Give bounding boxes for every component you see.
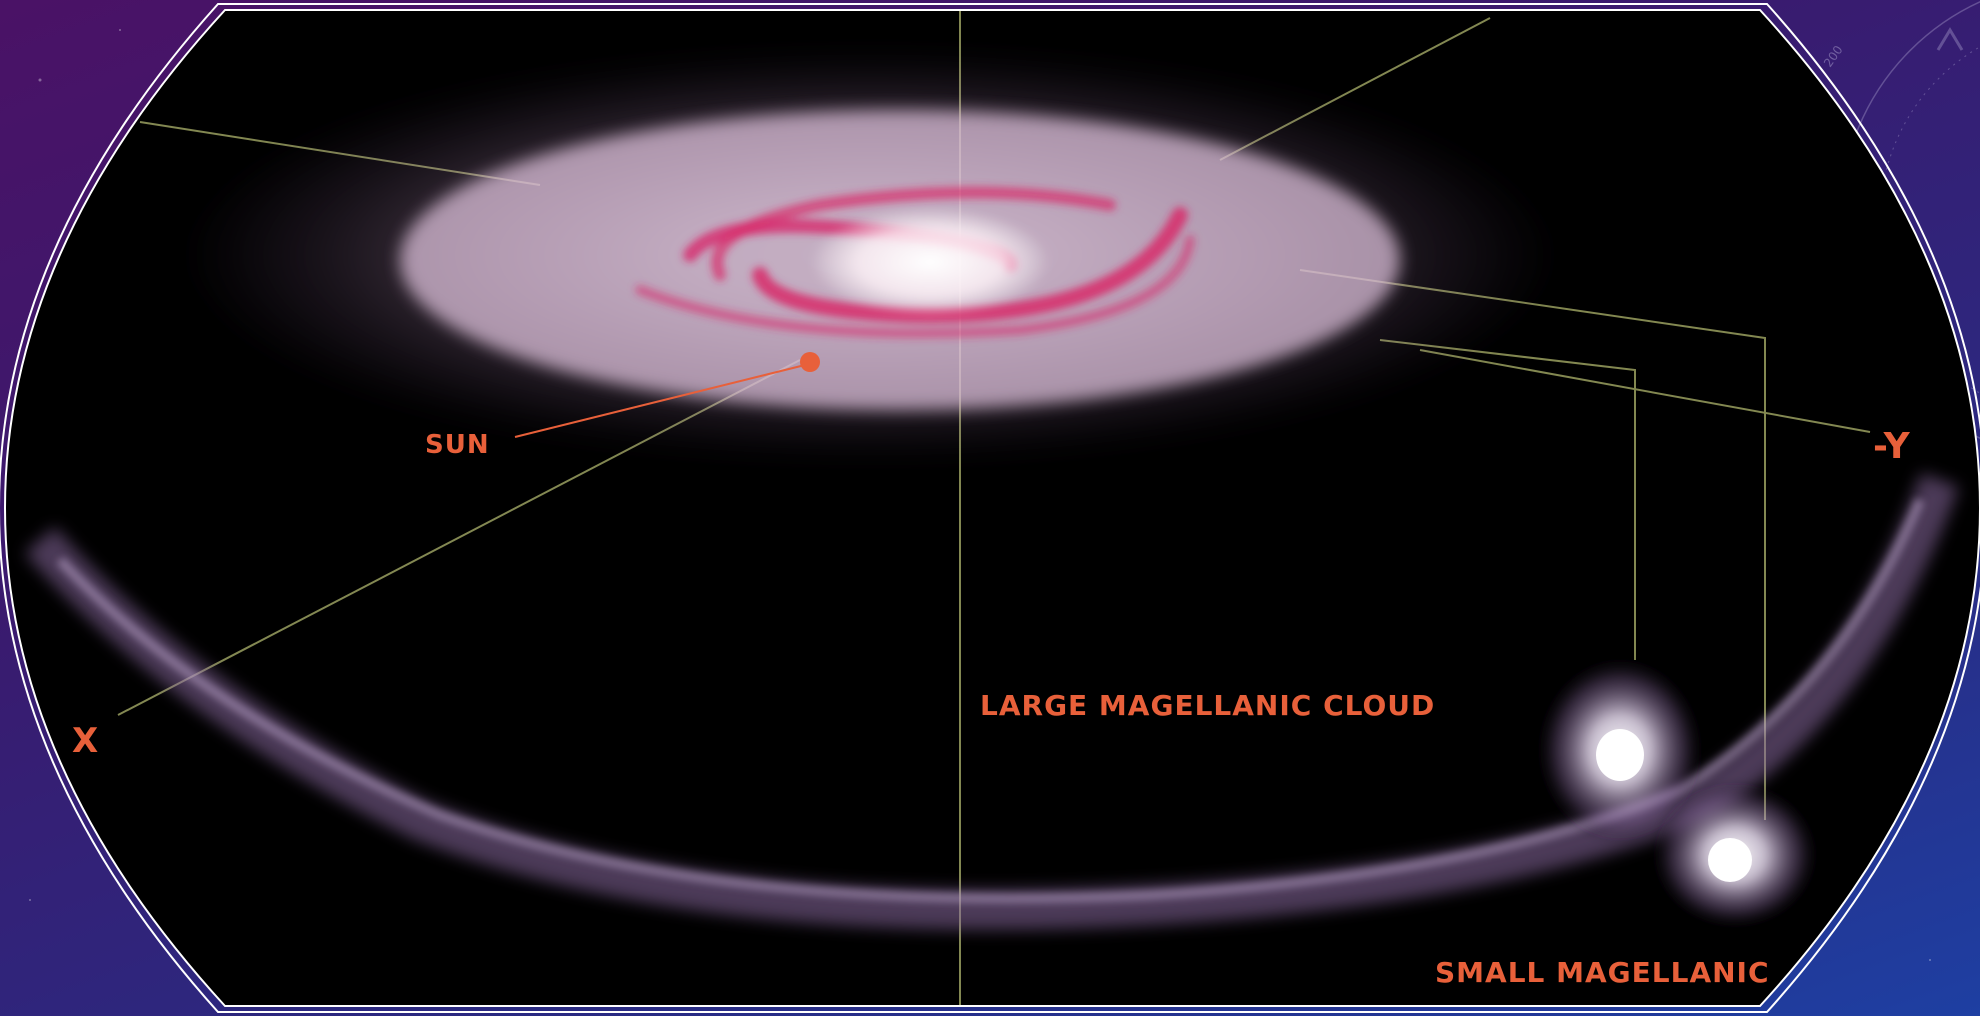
label-large-magellanic-cloud: LARGE MAGELLANIC CLOUD	[980, 689, 1435, 722]
label-sun: SUN	[425, 430, 490, 460]
image-frame-inner	[3, 9, 1980, 1007]
magellanic-stream	[24, 473, 1959, 930]
magellanic-stream-core	[56, 498, 1925, 904]
sun-marker	[800, 352, 820, 372]
galactic-core	[810, 207, 1050, 317]
lmc-bright-core	[1596, 729, 1644, 781]
image-frame-outer	[0, 3, 1980, 1013]
label-x: X	[72, 721, 99, 761]
label-small-magellanic-cloud: SMALL MAGELLANIC	[1435, 956, 1770, 989]
corner-dial-text: 200	[1821, 43, 1846, 70]
sun-pointer-line	[514, 364, 806, 438]
label-negative-y: -Y	[1873, 426, 1911, 467]
smc-bright-core	[1708, 838, 1752, 882]
